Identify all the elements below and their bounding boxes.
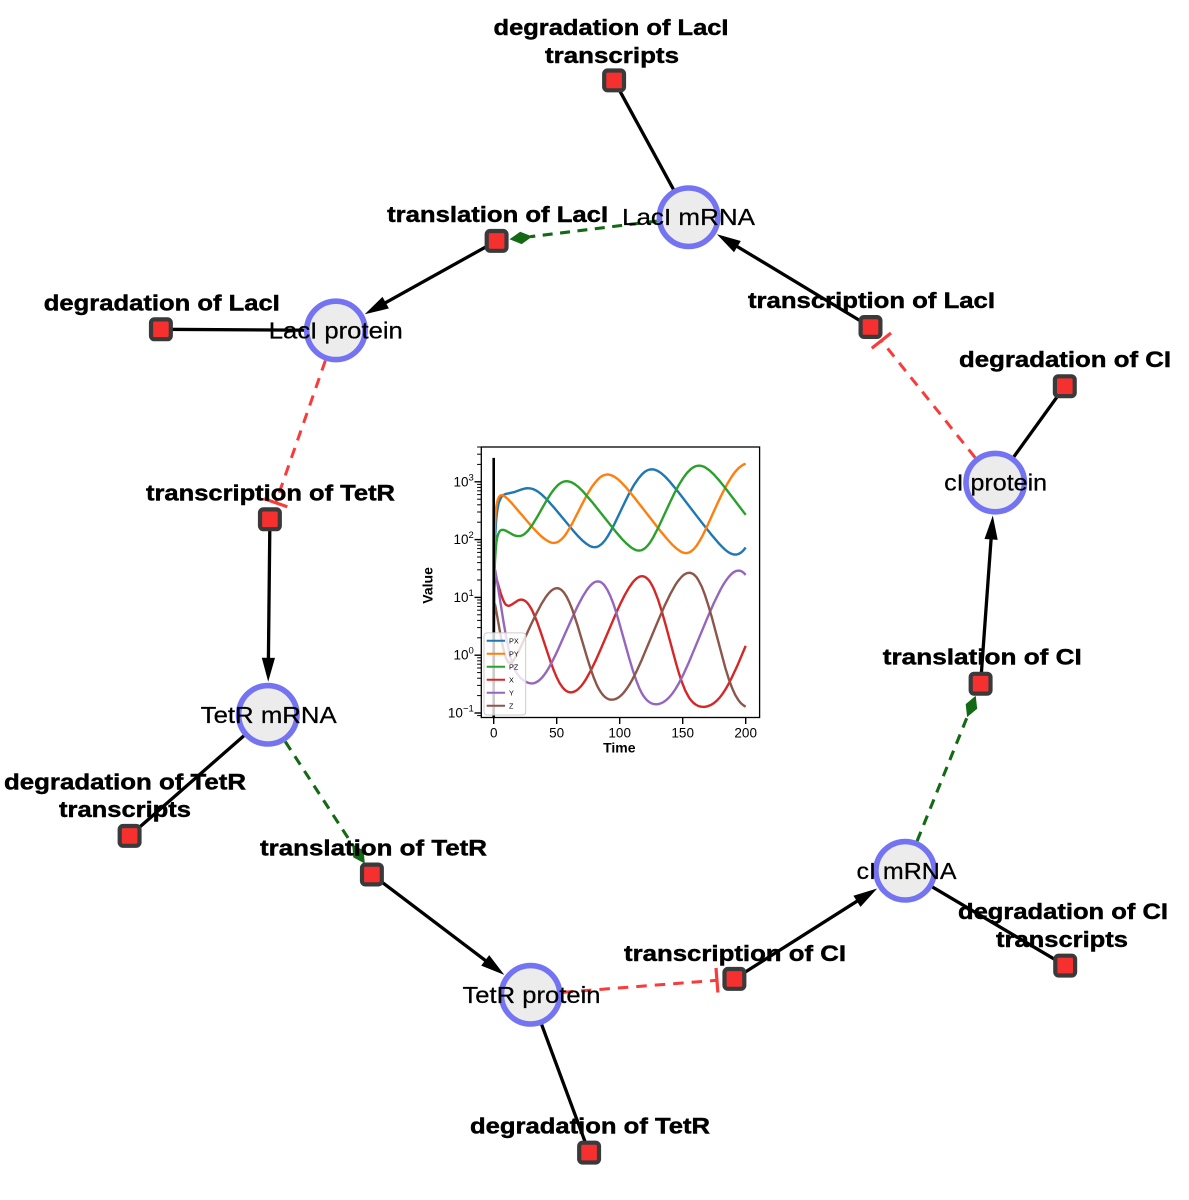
svg-text:X: X (509, 675, 514, 684)
svg-text:degradation of TetR: degradation of TetR (470, 1114, 710, 1139)
svg-text:translation of LacI: translation of LacI (387, 202, 608, 227)
svg-text:200: 200 (734, 725, 757, 740)
svg-text:transcription of LacI: transcription of LacI (748, 288, 995, 313)
svg-text:TetR protein: TetR protein (463, 982, 601, 1008)
svg-text:degradation of LacI: degradation of LacI (44, 290, 280, 315)
svg-text:degradation of LacI: degradation of LacI (494, 15, 729, 40)
svg-text:transcription of TetR: transcription of TetR (146, 480, 395, 505)
svg-text:cI mRNA: cI mRNA (857, 858, 958, 884)
svg-text:0: 0 (490, 725, 498, 740)
svg-text:transcription of CI: transcription of CI (624, 941, 846, 966)
svg-text:TetR mRNA: TetR mRNA (201, 702, 338, 728)
svg-text:translation of TetR: translation of TetR (260, 836, 487, 861)
svg-text:Value: Value (420, 567, 436, 604)
svg-text:degradation of CI: degradation of CI (958, 899, 1168, 924)
svg-text:degradation of TetR: degradation of TetR (4, 769, 246, 794)
svg-text:degradation of CI: degradation of CI (959, 347, 1171, 372)
svg-text:PY: PY (509, 649, 519, 658)
svg-text:150: 150 (671, 725, 694, 740)
svg-text:Z: Z (509, 701, 514, 710)
svg-text:translation of CI: translation of CI (883, 645, 1082, 670)
svg-text:transcripts: transcripts (59, 797, 191, 822)
svg-text:Y: Y (509, 688, 514, 697)
svg-text:PZ: PZ (509, 662, 519, 671)
svg-text:LacI mRNA: LacI mRNA (622, 204, 756, 230)
svg-text:Time: Time (603, 740, 636, 756)
svg-text:50: 50 (549, 725, 564, 740)
svg-text:transcripts: transcripts (996, 927, 1128, 952)
svg-text:cI protein: cI protein (944, 470, 1047, 496)
svg-text:LacI protein: LacI protein (269, 317, 403, 343)
svg-text:100: 100 (608, 725, 631, 740)
svg-text:PX: PX (509, 636, 519, 645)
svg-text:transcripts: transcripts (545, 43, 679, 68)
